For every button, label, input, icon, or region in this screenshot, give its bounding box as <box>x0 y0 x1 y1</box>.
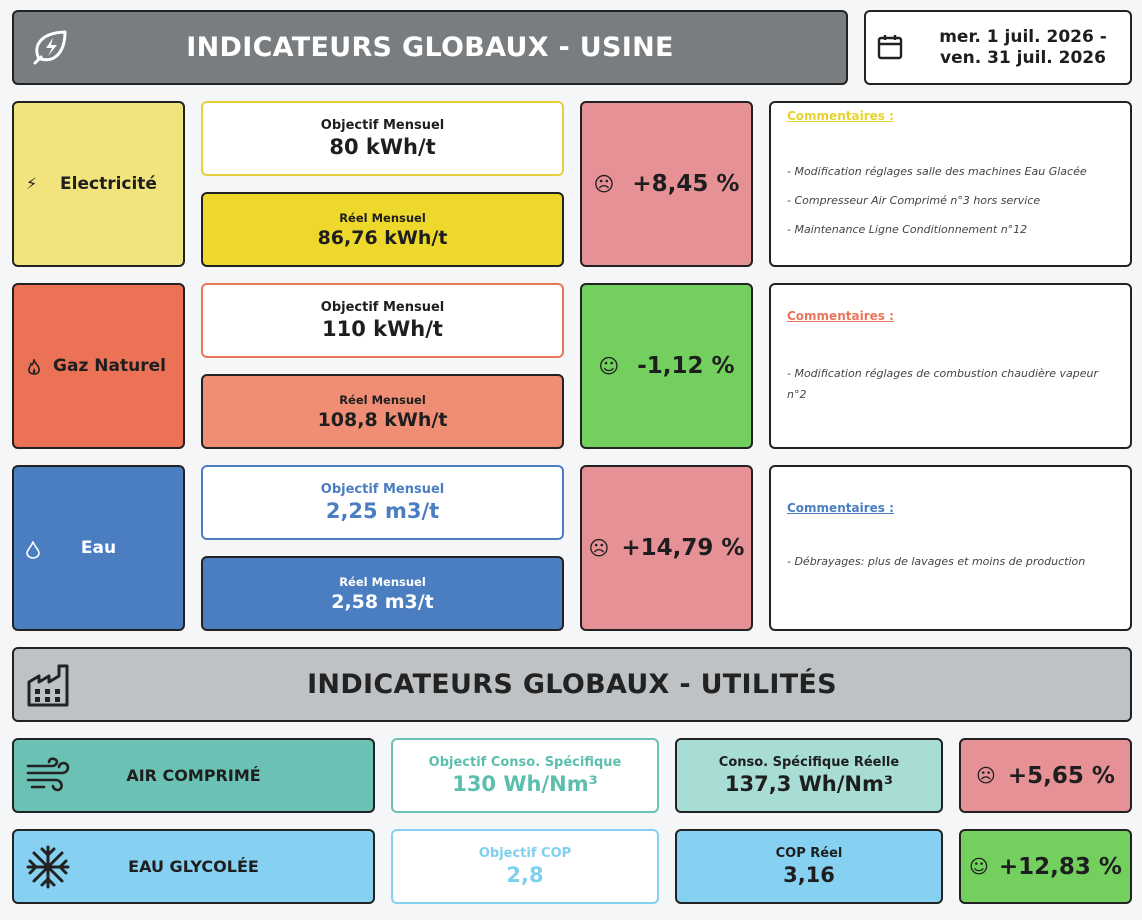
lightning-icon: ⚡ <box>26 174 38 193</box>
utilities-header: INDICATEURS GLOBAUX - UTILITÉS <box>12 647 1132 722</box>
comment-line: - Compresseur Air Comprimé n°3 hors serv… <box>787 194 1041 207</box>
objective-card: Objectif Mensuel 110 kWh/t <box>201 283 564 358</box>
leaf-lightning-icon <box>33 30 67 65</box>
objective-value: 2,25 m3/t <box>325 499 440 523</box>
objective-card: Objectif Mensuel 80 kWh/t <box>201 101 564 176</box>
objective-label: Objectif Mensuel <box>320 482 445 497</box>
comments-title: Commentaires : <box>787 309 894 323</box>
real-value: 137,3 Wh/Nm³ <box>724 772 894 796</box>
page-header: INDICATEURS GLOBAUX - USINE <box>12 10 848 85</box>
utility-delta-card: ☹ +5,65 % <box>959 738 1132 813</box>
comment-line: - Débrayages: plus de lavages et moins d… <box>787 555 1086 568</box>
flame-icon <box>28 359 40 375</box>
objective-value: 110 kWh/t <box>322 317 443 341</box>
delta-card: ☹ +8,45 % <box>580 101 753 267</box>
comments-title: Commentaires : <box>787 501 894 515</box>
utility-card-air-comprime: AIR COMPRIMÉ <box>12 738 375 813</box>
date-end: ven. 31 juil. 2026 <box>940 47 1106 68</box>
utility-delta-card: ☺ +12,83 % <box>959 829 1132 904</box>
real-label: Réel Mensuel <box>339 392 426 407</box>
delta-value: -1,12 % <box>637 353 735 379</box>
page-title: INDICATEURS GLOBAUX - USINE <box>186 32 674 63</box>
utility-card-eau-glycolee: EAU GLYCOLÉE <box>12 829 375 904</box>
real-value: 3,16 <box>783 863 835 887</box>
real-card: Réel Mensuel 108,8 kWh/t <box>201 374 564 449</box>
delta-card: ☹ +14,79 % <box>580 465 753 631</box>
delta-value: +5,65 % <box>1007 762 1115 789</box>
date-range-picker[interactable]: mer. 1 juil. 2026 - ven. 31 juil. 2026 <box>864 10 1132 85</box>
comments-card: Commentaires : - Débrayages: plus de lav… <box>769 465 1132 631</box>
snowflake-icon <box>26 845 70 889</box>
sad-face-icon: ☹ <box>593 172 615 196</box>
real-value: 2,58 m3/t <box>331 590 434 613</box>
real-card: Réel Mensuel 2,58 m3/t <box>201 556 564 631</box>
objective-value: 80 kWh/t <box>329 135 436 159</box>
sad-face-icon: ☹ <box>976 764 996 787</box>
objective-value: 2,8 <box>506 863 544 887</box>
objective-label: Objectif COP <box>478 846 572 861</box>
real-label: Réel Mensuel <box>339 574 426 589</box>
real-value: 108,8 kWh/t <box>317 408 448 431</box>
sad-face-icon: ☹ <box>588 536 610 560</box>
objective-label: Objectif Mensuel <box>320 118 445 133</box>
comment-line: - Maintenance Ligne Conditionnement n°12 <box>787 223 1028 236</box>
comments-card: Commentaires : - Modification réglages d… <box>769 283 1132 449</box>
delta-card: ☺ -1,12 % <box>580 283 753 449</box>
calendar-icon <box>877 35 903 60</box>
date-start: mer. 1 juil. 2026 - <box>939 26 1107 47</box>
energy-card-electricite: ⚡ Electricité <box>12 101 185 267</box>
utility-name: AIR COMPRIMÉ <box>126 766 261 785</box>
objective-value: 130 Wh/Nm³ <box>452 772 598 796</box>
real-card: Réel Mensuel 86,76 kWh/t <box>201 192 564 267</box>
energy-name: Eau <box>80 538 117 558</box>
comments-title: Commentaires : <box>787 109 894 123</box>
factory-icon <box>27 664 69 707</box>
comment-line: - Modification réglages de combustion ch… <box>787 367 1099 401</box>
objective-label: Objectif Mensuel <box>320 300 445 315</box>
delta-value: +8,45 % <box>632 171 740 197</box>
happy-face-icon: ☺ <box>969 855 989 878</box>
energy-name: Gaz Naturel <box>53 356 166 376</box>
utility-real-card: Conso. Spécifique Réelle 137,3 Wh/Nm³ <box>675 738 943 813</box>
delta-value: +12,83 % <box>998 853 1122 880</box>
utility-objective-card: Objectif COP 2,8 <box>391 829 659 904</box>
real-value: 86,76 kWh/t <box>317 226 448 249</box>
utility-objective-card: Objectif Conso. Spécifique 130 Wh/Nm³ <box>391 738 659 813</box>
comment-line: - Modification réglages salle des machin… <box>787 165 1087 178</box>
comments-card: Commentaires : - Modification réglages s… <box>769 101 1132 267</box>
utilities-title: INDICATEURS GLOBAUX - UTILITÉS <box>307 669 837 700</box>
real-label: COP Réel <box>775 846 843 861</box>
energy-card-gaz-naturel: Gaz Naturel <box>12 283 185 449</box>
energy-name: Electricité <box>60 174 157 194</box>
objective-label: Objectif Conso. Spécifique <box>428 755 622 770</box>
delta-value: +14,79 % <box>621 535 745 561</box>
wind-icon <box>26 757 70 792</box>
energy-card-eau: Eau <box>12 465 185 631</box>
utility-name: EAU GLYCOLÉE <box>128 857 259 876</box>
water-drop-icon <box>26 541 40 559</box>
real-label: Conso. Spécifique Réelle <box>718 755 900 770</box>
objective-card: Objectif Mensuel 2,25 m3/t <box>201 465 564 540</box>
real-label: Réel Mensuel <box>339 210 426 225</box>
happy-face-icon: ☺ <box>598 354 620 378</box>
utility-real-card: COP Réel 3,16 <box>675 829 943 904</box>
